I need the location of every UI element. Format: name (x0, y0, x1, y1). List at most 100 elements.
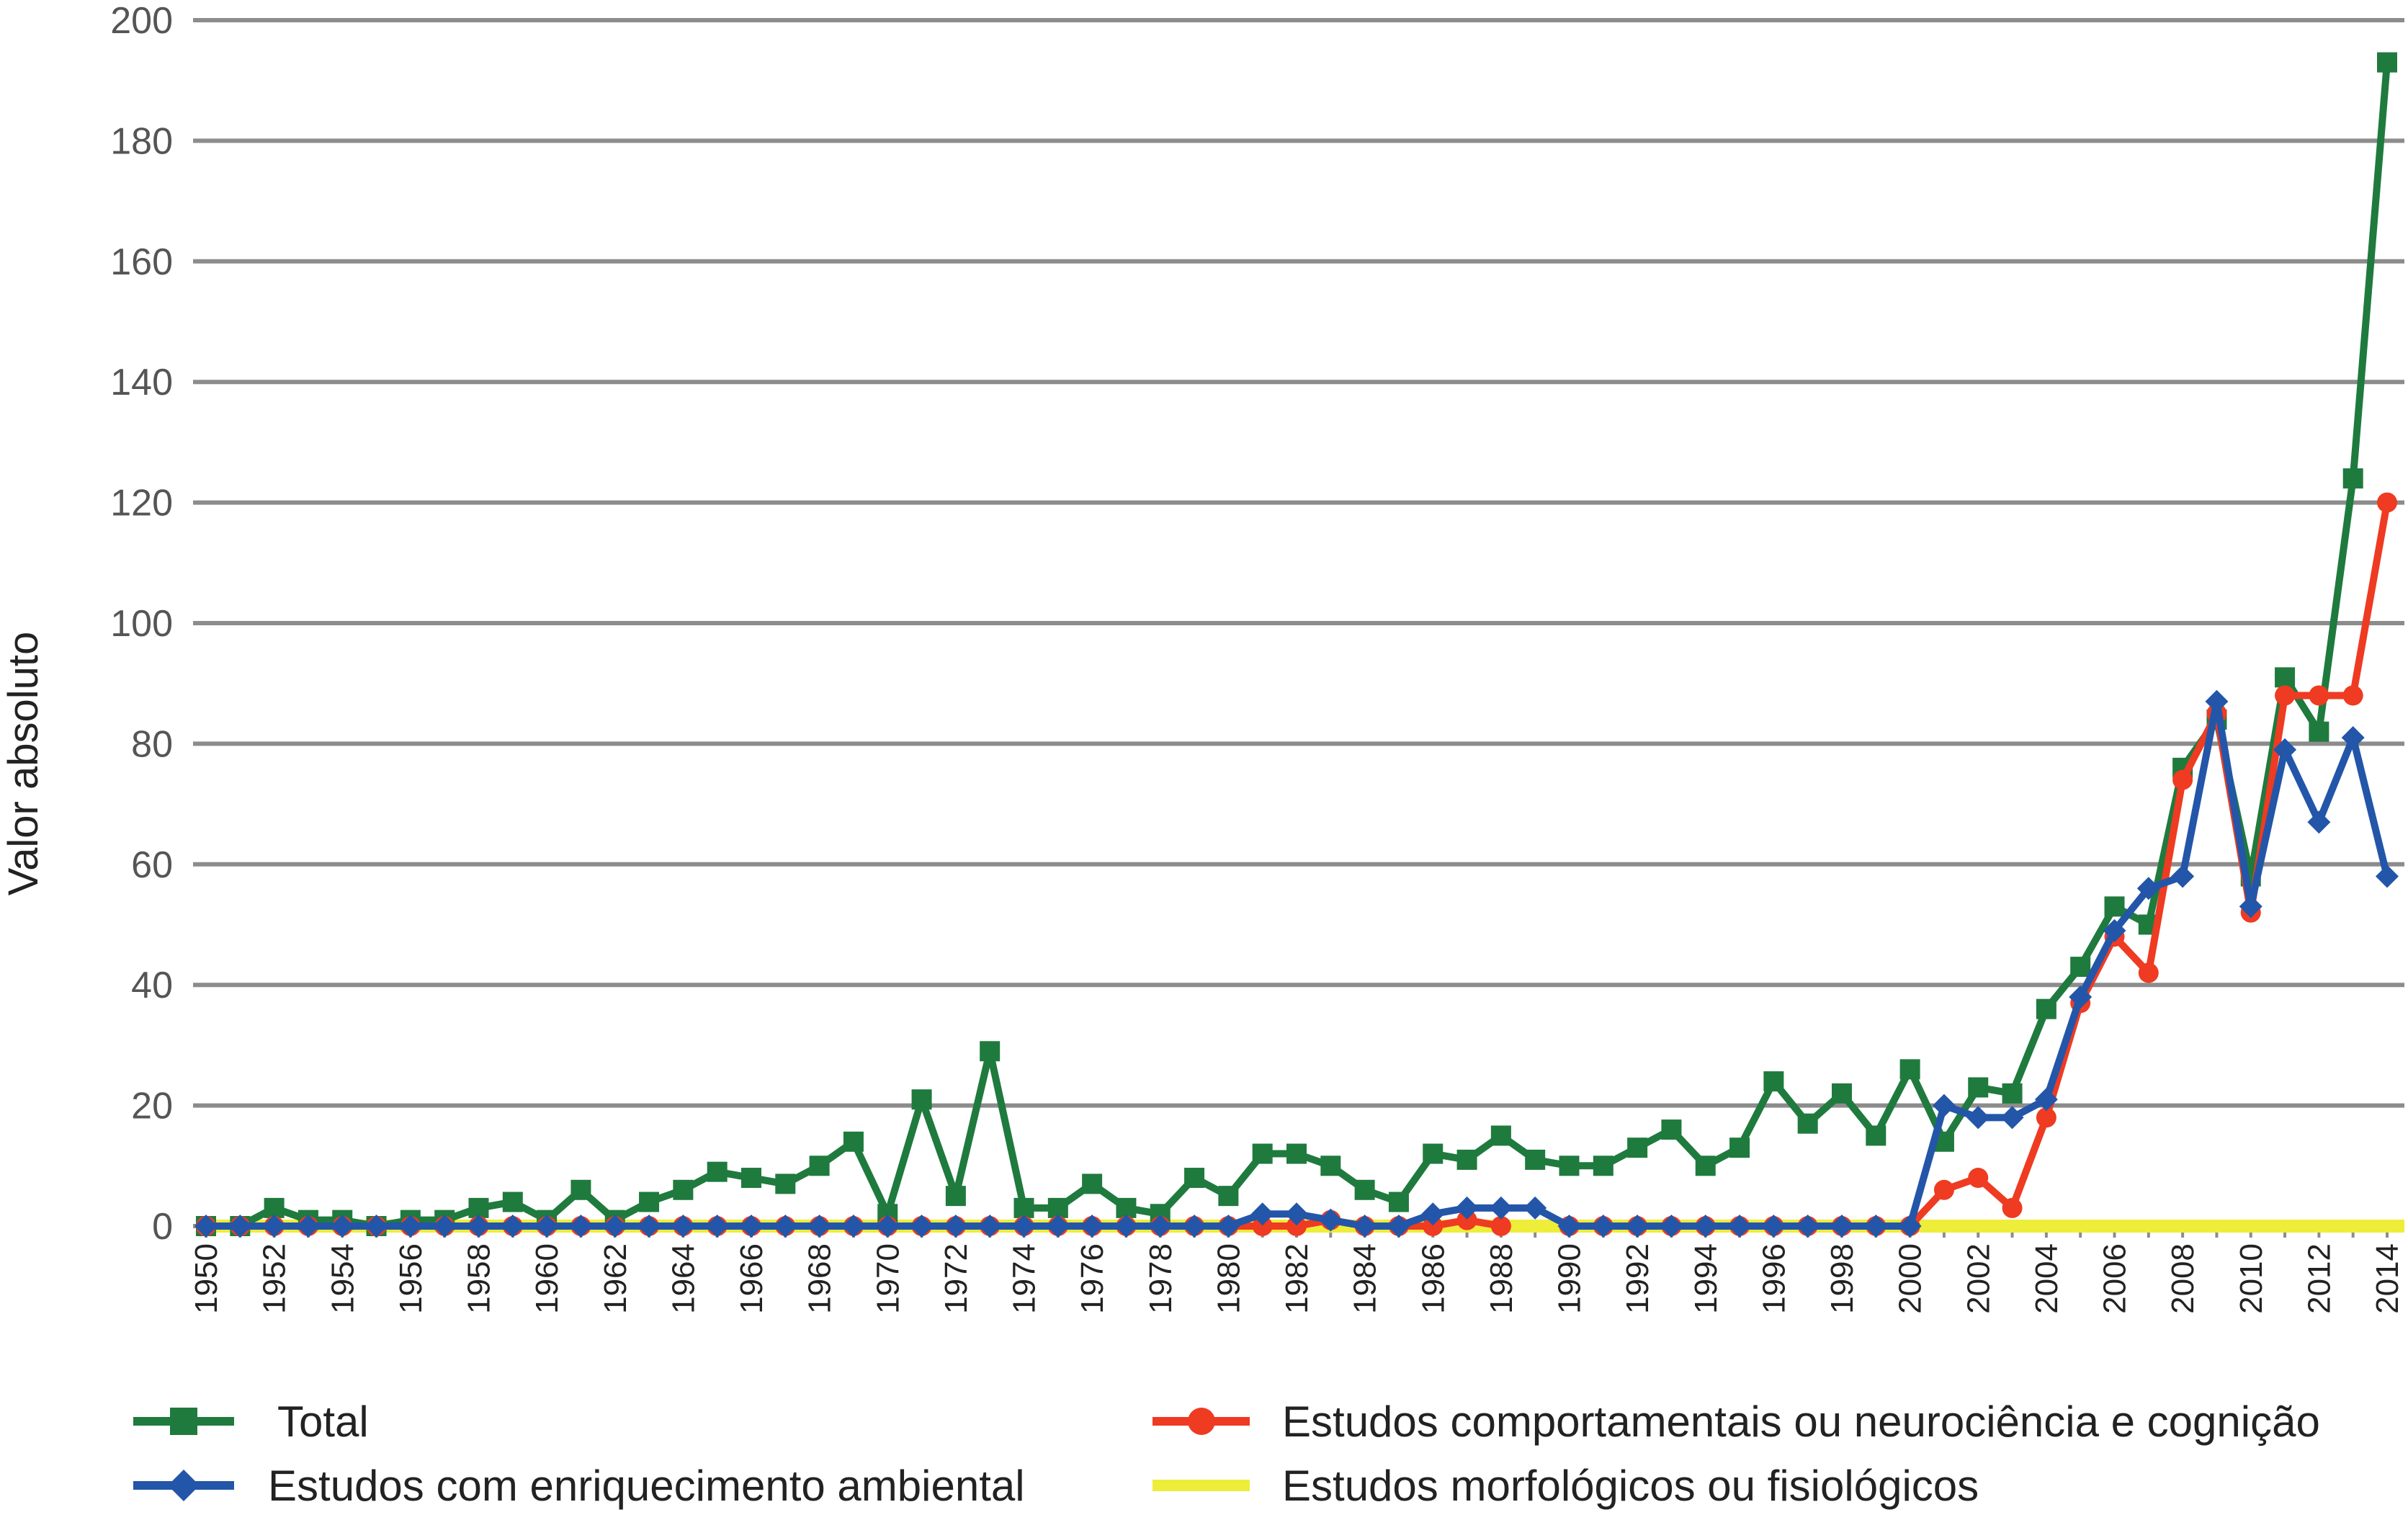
x-tick-label-1988: 1988 (1484, 1243, 1519, 1314)
data-point (535, 1215, 559, 1238)
data-point (1456, 1210, 1477, 1230)
x-tick-label-1960: 1960 (529, 1243, 565, 1314)
data-point (876, 1215, 900, 1238)
data-point (911, 1089, 932, 1110)
legend-label-comportamentais: Estudos comportamentais ou neurociência … (1282, 1398, 2320, 1446)
legend-item-total: Total (133, 1398, 369, 1446)
data-point (501, 1215, 524, 1238)
data-point (2205, 689, 2229, 713)
legend-item-morfologicos: Estudos morfológicos ou fisiológicos (1152, 1462, 1979, 1510)
legend-label-morfologicos: Estudos morfológicos ou fisiológicos (1282, 1462, 1979, 1510)
data-point (1695, 1155, 1716, 1176)
data-point (2377, 52, 2397, 73)
data-point (1523, 1196, 1547, 1220)
data-point (673, 1179, 694, 1200)
data-point (1797, 1113, 1818, 1134)
data-point (2342, 468, 2363, 489)
data-point (1660, 1215, 1683, 1238)
data-point (1489, 1196, 1513, 1220)
data-point (2376, 864, 2399, 888)
data-point (2103, 918, 2126, 942)
legend-item-comportamentais: Estudos comportamentais ou neurociência … (1152, 1398, 2320, 1446)
data-point (1693, 1215, 1717, 1238)
data-point (2136, 877, 2160, 900)
data-point (228, 1215, 252, 1238)
data-point (1252, 1216, 1273, 1236)
data-point (944, 1215, 967, 1238)
data-point (740, 1215, 763, 1238)
legend-square-marker (170, 1408, 197, 1435)
data-point (1388, 1192, 1409, 1212)
data-point (1866, 1125, 1886, 1146)
data-point (467, 1215, 491, 1238)
data-point (1012, 1215, 1036, 1238)
data-point (1899, 1059, 1920, 1080)
x-axis: 1950 1952 1954 1956 1958 1960 1962 1964 1966 1968… (189, 1226, 2405, 1314)
data-point (364, 1215, 388, 1238)
data-point (1387, 1215, 1410, 1238)
data-point (1285, 1202, 1308, 1226)
data-point (843, 1131, 864, 1152)
data-point (1286, 1216, 1307, 1236)
x-tick-label-1996: 1996 (1756, 1243, 1791, 1314)
x-tick-label-1952: 1952 (257, 1243, 292, 1314)
data-point (1421, 1202, 1445, 1226)
data-point (262, 1215, 286, 1238)
data-point (296, 1215, 320, 1238)
data-point (1082, 1173, 1103, 1194)
legend-label-enriquecimento: Estudos com enriquecimento ambiental (268, 1462, 1025, 1510)
data-point (1864, 1215, 1888, 1238)
data-point (2172, 769, 2193, 790)
data-point (2171, 864, 2195, 888)
x-tick-label-2000: 2000 (1893, 1243, 1928, 1314)
data-point (705, 1215, 729, 1238)
x-tick-label-1982: 1982 (1279, 1243, 1315, 1314)
data-point (1933, 1179, 1954, 1200)
data-point (569, 1215, 593, 1238)
series-layer (194, 52, 2404, 1238)
x-tick-label-1968: 1968 (802, 1243, 838, 1314)
data-point (707, 1161, 728, 1182)
x-tick-label-2012: 2012 (2301, 1243, 2337, 1314)
data-point (2070, 957, 2091, 978)
data-point (1423, 1143, 1444, 1164)
data-point (1830, 1215, 1853, 1238)
data-point (1456, 1149, 1477, 1170)
data-point (1114, 1215, 1138, 1238)
legend-diamond-marker (168, 1470, 200, 1501)
data-point (1729, 1137, 1750, 1158)
y-tick-label-20: 20 (131, 1086, 173, 1127)
x-tick-label-2010: 2010 (2234, 1243, 2269, 1314)
legend: Total Estudos com enriquecimento ambient… (133, 1398, 2320, 1510)
x-tick-label-2008: 2008 (2165, 1243, 2201, 1314)
data-point (331, 1215, 354, 1238)
x-tick-label-1976: 1976 (1075, 1243, 1110, 1314)
data-point (2275, 685, 2296, 706)
data-point (2239, 895, 2262, 918)
data-point (1184, 1168, 1205, 1189)
data-point (1627, 1137, 1648, 1158)
y-tick-label-0: 0 (152, 1206, 173, 1248)
x-tick-label-1962: 1962 (598, 1243, 633, 1314)
data-point (2036, 998, 2056, 1019)
data-point (1661, 1119, 1682, 1140)
data-point (2002, 1083, 2023, 1104)
x-tick-label-1974: 1974 (1007, 1243, 1042, 1314)
data-point (2069, 985, 2093, 1009)
data-point (1763, 1071, 1784, 1092)
x-tick-label-1954: 1954 (325, 1243, 360, 1314)
data-point (2309, 721, 2329, 742)
data-point (2273, 738, 2297, 761)
data-point (1250, 1202, 1274, 1226)
y-tick-label-80: 80 (131, 723, 173, 765)
data-point (1832, 1083, 1852, 1104)
data-point (2002, 1197, 2023, 1218)
data-point (570, 1179, 591, 1200)
data-point (1898, 1215, 1922, 1238)
data-point (1559, 1155, 1580, 1176)
x-tick-label-1978: 1978 (1143, 1243, 1178, 1314)
y-axis: 0 20 40 60 80 100 120 140 160 180 200 (110, 0, 173, 1248)
data-point (2307, 810, 2331, 834)
x-tick-label-2014: 2014 (2370, 1243, 2405, 1314)
data-point (1183, 1215, 1207, 1238)
